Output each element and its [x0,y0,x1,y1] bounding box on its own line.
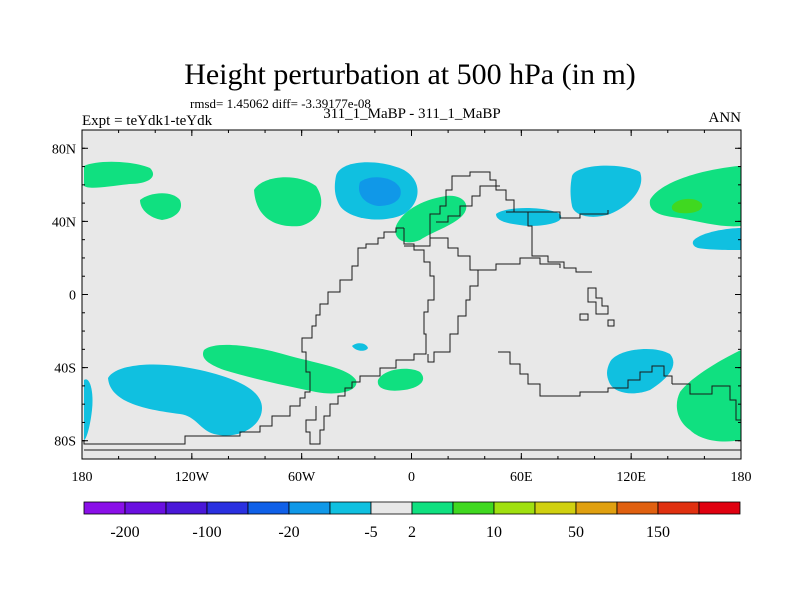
x-tick-label: 120W [175,470,210,485]
colorbar-box [698,501,741,515]
contour-region [254,177,322,227]
y-tick-label: 40N [52,215,76,230]
contour-region [352,343,368,351]
colorbar: -200 -100 -20 -5 2 10 50 150 [83,501,741,541]
y-tick-label: 0 [69,289,76,304]
colorbar-label: -100 [192,524,221,541]
colorbar-box [165,501,208,515]
map-axes: 180 120W 60W 0 60E 120E 180 80N 40N 0 40S 80S [52,130,752,485]
colorbar-label: -5 [364,524,377,541]
europe-outline [436,185,500,223]
colorbar-label: 10 [486,524,502,541]
colorbar-box [206,501,249,515]
colorbar-label: -200 [110,524,139,541]
case-label: 311_1_MaBP - 311_1_MaBP [323,106,501,122]
contour-region [649,166,741,227]
stats-label: rmsd= 1.45062 diff= -3.39177e-08 [190,96,371,111]
island-outline-2 [579,313,589,321]
x-tick-label: 60E [510,470,533,485]
contour-region [607,348,674,394]
colorbar-box [452,501,495,515]
contour-region [84,379,93,440]
y-tick-label: 80N [52,142,76,157]
colorbar-box [493,501,536,515]
colorbar-box [575,501,618,515]
colorbar-box [370,501,413,515]
y-tick-label: 40S [54,362,76,377]
map-panel: 180 120W 60W 0 60E 120E 180 80N 40N 0 40S 80S [52,129,752,485]
colorbar-label: 2 [408,524,416,541]
island-outline-3 [607,319,615,327]
x-tick-label: 180 [731,470,752,485]
contour-region [671,198,703,214]
australia-south-outline [672,383,741,421]
contour-region [84,161,154,188]
asia-outline [478,257,561,271]
colorbar-box [329,501,372,515]
colorbar-box [657,501,700,515]
continent-outlines [83,171,741,451]
colorbar-box [616,501,659,515]
contour-region [395,195,467,243]
island-outline-1 [587,287,609,315]
x-tick-label: 60W [288,470,316,485]
x-tick-label: 120E [616,470,646,485]
contour-region [358,177,401,206]
contour-region [377,368,424,391]
siberia-outline [506,210,609,219]
contour-region [570,165,642,217]
contour-region [140,193,182,220]
colorbar-box [124,501,167,515]
south-america-outline [83,227,404,445]
contour-region [202,344,357,394]
y-tick-label: 80S [54,435,76,450]
contour-regions [84,161,741,442]
colorbar-label: 50 [568,524,584,541]
contour-region [676,350,741,442]
colorbar-box [534,501,577,515]
colorbar-label: 150 [646,524,670,541]
contour-region [108,364,262,436]
colorbar-box [247,501,290,515]
colorbar-box [411,501,454,515]
chart-title: Height perturbation at 500 hPa (in m) [184,58,636,91]
contour-region [692,228,741,250]
colorbar-box [288,501,331,515]
australia-outline [498,351,673,397]
south-america-east-outline [305,228,435,445]
season-label: ANN [709,110,742,126]
colorbar-box [83,501,126,515]
experiment-label: Expt = teYdk1-teYdk [82,113,213,129]
africa-outline [404,237,479,363]
eurasia-outline [429,171,592,273]
x-tick-label: 180 [72,470,93,485]
colorbar-label: -20 [278,524,299,541]
x-tick-label: 0 [408,470,415,485]
